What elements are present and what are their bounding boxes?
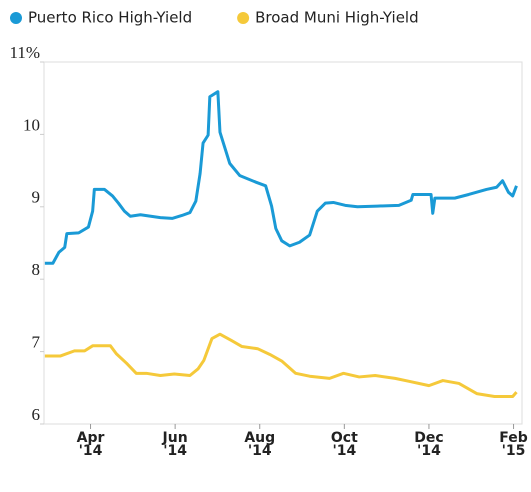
y-tick-label: 6 [32,405,41,424]
x-tick-label: Aug '14 [244,430,275,459]
legend-label: Puerto Rico High-Yield [28,9,192,27]
legend-swatch [237,12,250,24]
x-tick-label: Feb '15 [499,430,528,459]
series-line [44,332,518,398]
y-tick-label: 8 [32,260,41,279]
y-tick-label: 7 [32,333,41,352]
series-line [44,90,518,265]
legend-label: Broad Muni High-Yield [255,9,419,27]
x-tick-label: Jun '14 [162,430,188,459]
y-tick-label: 10 [23,115,40,134]
y-tick-label: 9 [32,188,41,207]
x-tick-label: Oct '14 [331,430,358,459]
x-tick-label: Apr '14 [77,430,105,459]
legend-swatch [10,12,22,24]
plot-frame [43,61,523,425]
y-tick-label: 11% [9,43,40,62]
x-tick-label: Dec '14 [414,430,443,459]
